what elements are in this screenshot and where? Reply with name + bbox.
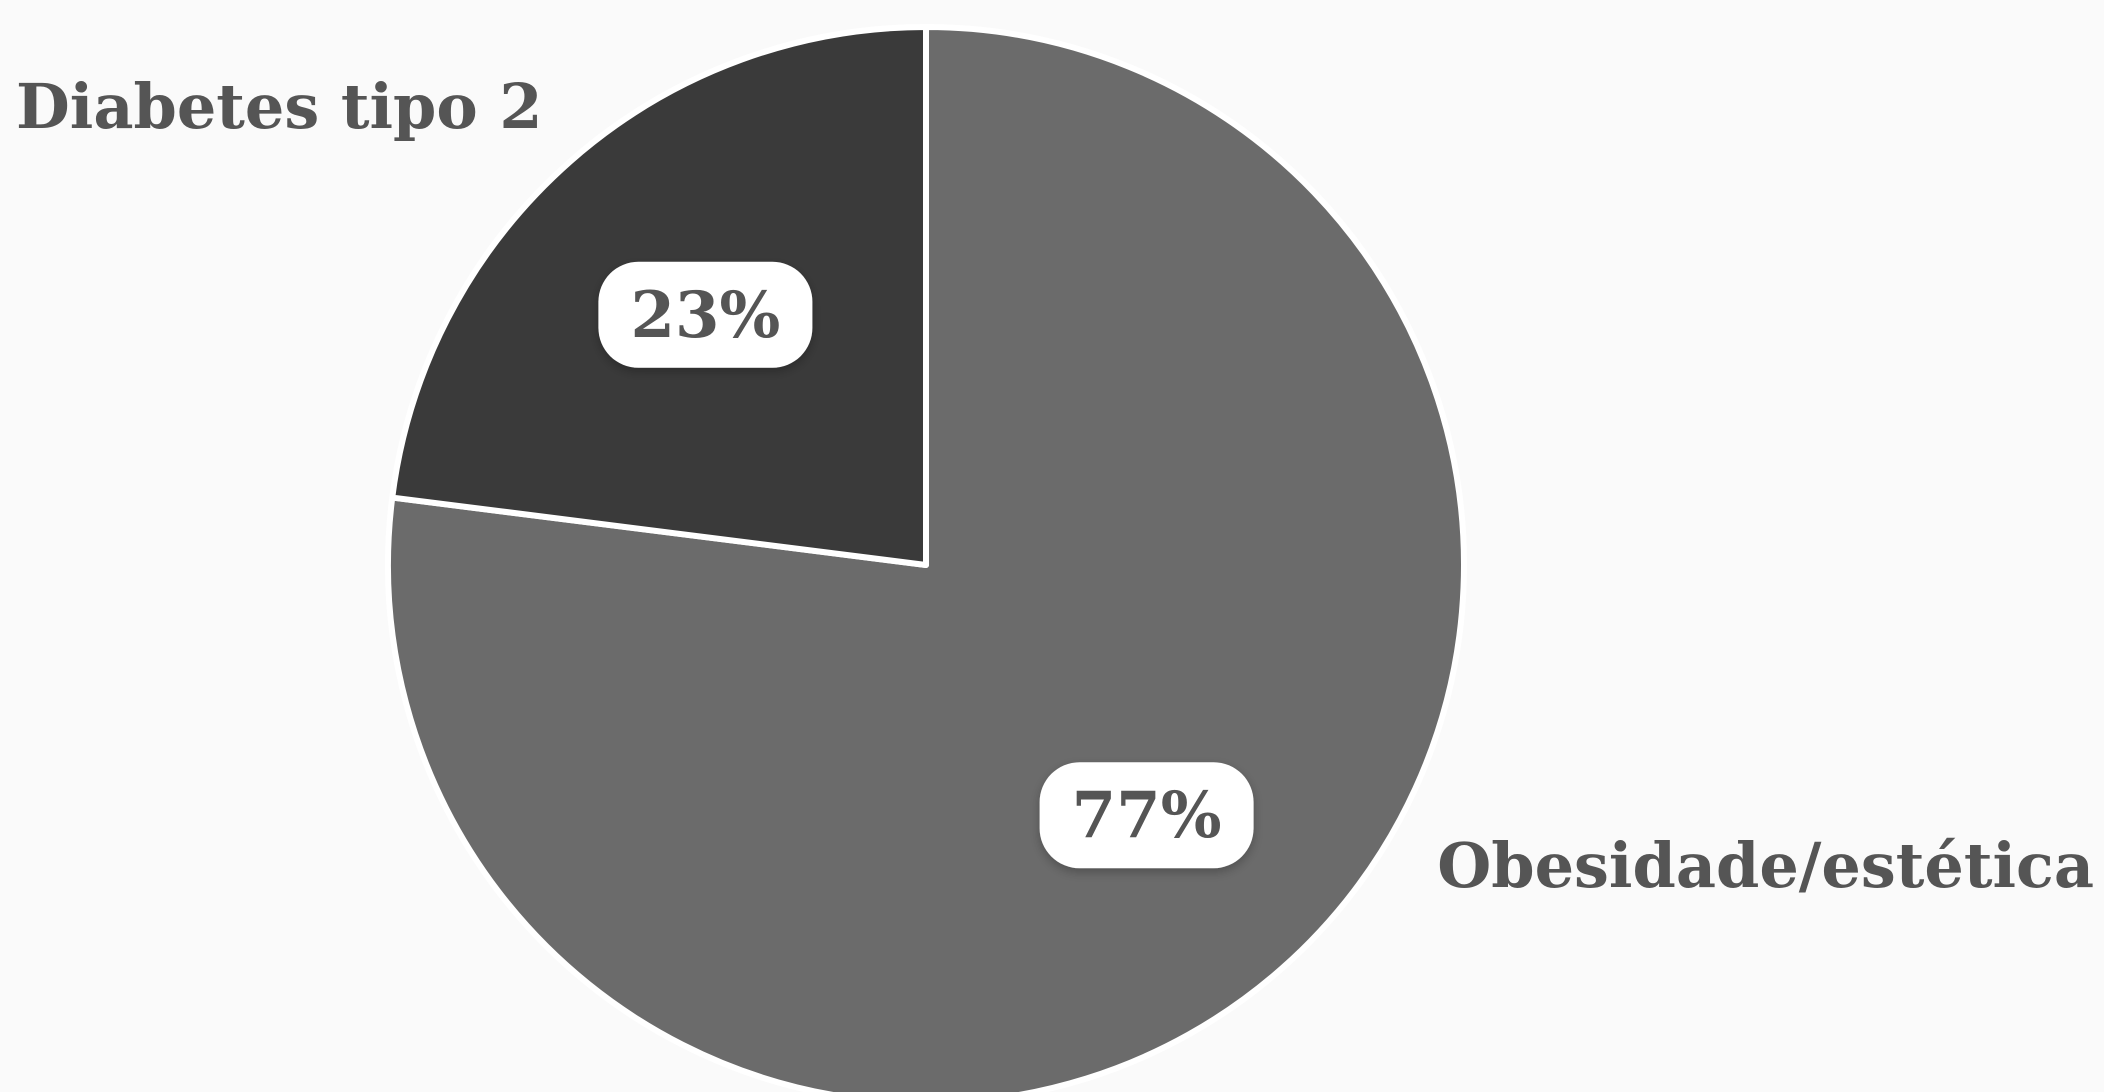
percent-badge-1: 77% (1039, 762, 1254, 869)
category-labels: Obesidade/estética Diabetes tipo 2 (16, 70, 2094, 902)
category-label-2: Diabetes tipo 2 (16, 70, 543, 143)
percent-label: 77% (1072, 778, 1222, 853)
percent-badge-2: 23% (598, 261, 813, 368)
percent-badges: 77% 23% (598, 261, 1254, 869)
category-label-1: Obesidade/estética (1437, 829, 2094, 902)
percent-badge-box (1039, 762, 1254, 869)
percent-label: 23% (630, 278, 780, 353)
pie-slices (385, 24, 1467, 1092)
percent-badge-box (598, 261, 813, 368)
